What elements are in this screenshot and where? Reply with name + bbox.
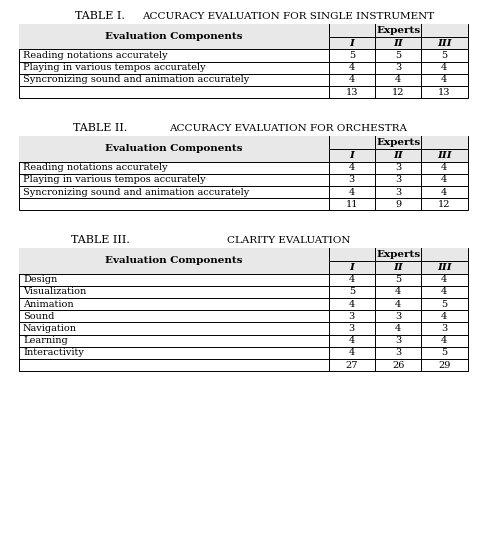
Bar bbox=[19, 136, 468, 162]
Text: 4: 4 bbox=[441, 287, 448, 296]
Text: Visualization: Visualization bbox=[23, 287, 86, 296]
Bar bbox=[19, 248, 468, 274]
Text: Navigation: Navigation bbox=[23, 324, 77, 333]
Text: CLARITY EVALUATION: CLARITY EVALUATION bbox=[226, 236, 350, 245]
Text: Syncronizing sound and animation accurately: Syncronizing sound and animation accurat… bbox=[23, 188, 249, 196]
Text: Interactivity: Interactivity bbox=[23, 349, 84, 357]
Text: 4: 4 bbox=[349, 336, 355, 345]
Text: ACCURACY EVALUATION FOR ORCHESTRA: ACCURACY EVALUATION FOR ORCHESTRA bbox=[169, 124, 407, 133]
Text: 5: 5 bbox=[395, 51, 401, 60]
Text: 4: 4 bbox=[349, 75, 355, 84]
Text: II: II bbox=[393, 263, 403, 272]
Text: 4: 4 bbox=[395, 287, 401, 296]
Text: 11: 11 bbox=[345, 200, 358, 209]
Text: I: I bbox=[349, 39, 354, 48]
Text: 4: 4 bbox=[349, 188, 355, 196]
Text: I: I bbox=[349, 263, 354, 272]
Text: 5: 5 bbox=[441, 51, 448, 60]
Text: 4: 4 bbox=[441, 275, 448, 284]
Bar bbox=[19, 24, 468, 49]
Text: 5: 5 bbox=[441, 349, 448, 357]
Text: 3: 3 bbox=[395, 349, 401, 357]
Text: Animation: Animation bbox=[23, 300, 74, 309]
Text: 4: 4 bbox=[395, 324, 401, 333]
Text: Design: Design bbox=[23, 275, 57, 284]
Bar bbox=[19, 136, 468, 210]
Text: Experts: Experts bbox=[376, 138, 420, 147]
Text: 29: 29 bbox=[438, 361, 450, 370]
Text: TABLE I.: TABLE I. bbox=[75, 11, 125, 21]
Text: 4: 4 bbox=[349, 300, 355, 309]
Text: III: III bbox=[437, 151, 451, 160]
Text: 27: 27 bbox=[345, 361, 358, 370]
Text: Playing in various tempos accurately: Playing in various tempos accurately bbox=[23, 63, 206, 72]
Text: 4: 4 bbox=[441, 75, 448, 84]
Text: 3: 3 bbox=[395, 175, 401, 184]
Text: 9: 9 bbox=[395, 200, 401, 209]
Text: Reading notations accurately: Reading notations accurately bbox=[23, 51, 168, 60]
Text: Evaluation Components: Evaluation Components bbox=[105, 256, 243, 265]
Text: 3: 3 bbox=[395, 188, 401, 196]
Text: 4: 4 bbox=[441, 63, 448, 72]
Text: 3: 3 bbox=[395, 336, 401, 345]
Text: Experts: Experts bbox=[376, 250, 420, 259]
Text: 12: 12 bbox=[438, 200, 450, 209]
Text: 3: 3 bbox=[349, 324, 355, 333]
Text: 4: 4 bbox=[349, 163, 355, 172]
Text: 3: 3 bbox=[349, 312, 355, 321]
Text: III: III bbox=[437, 263, 451, 272]
Text: 5: 5 bbox=[349, 287, 355, 296]
Text: 3: 3 bbox=[395, 312, 401, 321]
Text: Learning: Learning bbox=[23, 336, 68, 345]
Text: 3: 3 bbox=[395, 63, 401, 72]
Text: 4: 4 bbox=[349, 63, 355, 72]
Text: 5: 5 bbox=[349, 51, 355, 60]
Text: Playing in various tempos accurately: Playing in various tempos accurately bbox=[23, 175, 206, 184]
Text: II: II bbox=[393, 39, 403, 48]
Text: 5: 5 bbox=[395, 275, 401, 284]
Bar bbox=[19, 248, 468, 371]
Text: 13: 13 bbox=[438, 88, 450, 97]
Text: 13: 13 bbox=[345, 88, 358, 97]
Text: 4: 4 bbox=[441, 175, 448, 184]
Text: Reading notations accurately: Reading notations accurately bbox=[23, 163, 168, 172]
Text: 4: 4 bbox=[441, 163, 448, 172]
Text: III: III bbox=[437, 39, 451, 48]
Text: Experts: Experts bbox=[376, 26, 420, 35]
Text: ACCURACY EVALUATION FOR SINGLE INSTRUMENT: ACCURACY EVALUATION FOR SINGLE INSTRUMEN… bbox=[142, 12, 434, 21]
Text: TABLE II.: TABLE II. bbox=[73, 123, 127, 133]
Text: 4: 4 bbox=[441, 336, 448, 345]
Text: 4: 4 bbox=[349, 349, 355, 357]
Text: Evaluation Components: Evaluation Components bbox=[105, 32, 243, 41]
Text: Evaluation Components: Evaluation Components bbox=[105, 144, 243, 153]
Text: 3: 3 bbox=[349, 175, 355, 184]
Text: 12: 12 bbox=[392, 88, 404, 97]
Text: TABLE III.: TABLE III. bbox=[71, 235, 130, 245]
Text: 4: 4 bbox=[395, 75, 401, 84]
Text: 3: 3 bbox=[395, 163, 401, 172]
Text: 4: 4 bbox=[441, 188, 448, 196]
Text: 4: 4 bbox=[441, 312, 448, 321]
Text: 4: 4 bbox=[349, 275, 355, 284]
Text: Syncronizing sound and animation accurately: Syncronizing sound and animation accurat… bbox=[23, 75, 249, 84]
Text: 3: 3 bbox=[441, 324, 448, 333]
Text: 4: 4 bbox=[395, 300, 401, 309]
Text: 26: 26 bbox=[392, 361, 404, 370]
Text: 5: 5 bbox=[441, 300, 448, 309]
Bar bbox=[19, 24, 468, 98]
Text: Sound: Sound bbox=[23, 312, 55, 321]
Text: I: I bbox=[349, 151, 354, 160]
Text: II: II bbox=[393, 151, 403, 160]
